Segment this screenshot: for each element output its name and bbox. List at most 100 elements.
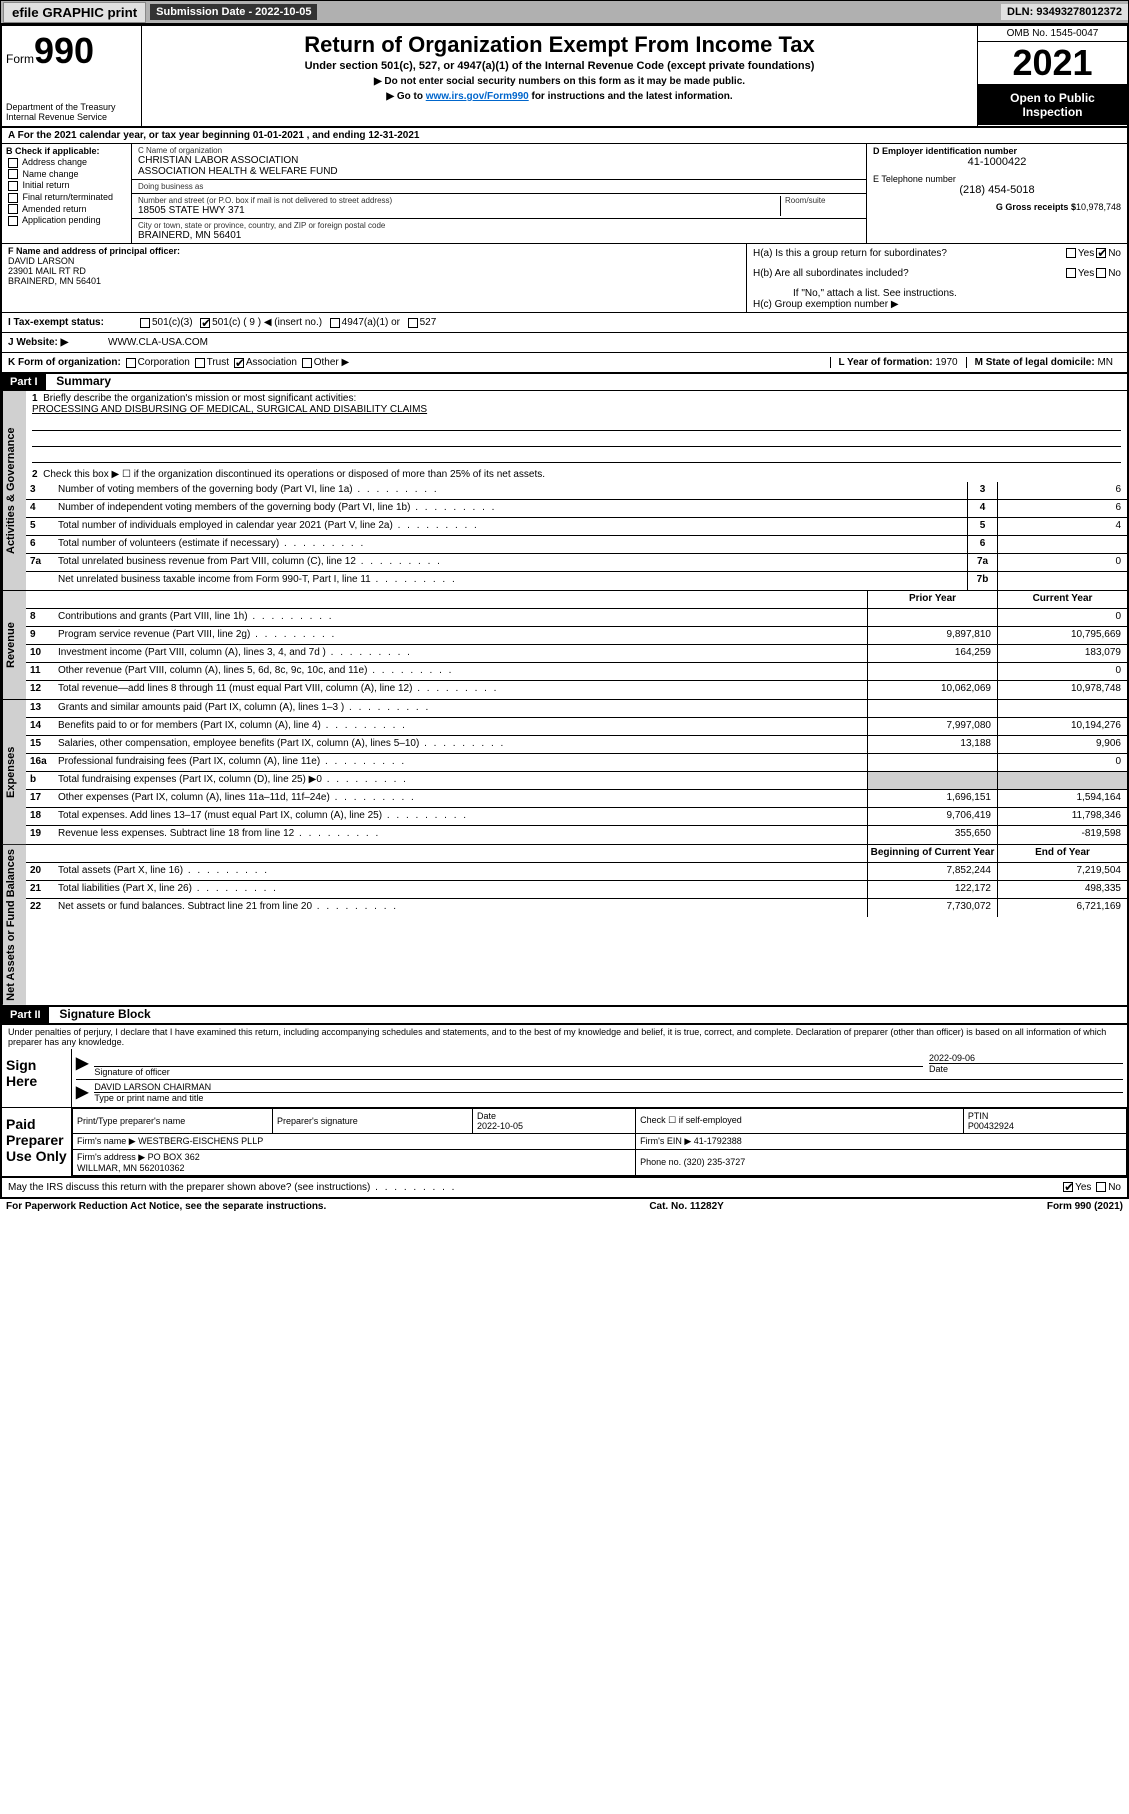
domicile-label: M State of legal domicile: [975, 357, 1095, 368]
paid-preparer-row: Paid Preparer Use Only Print/Type prepar… [2, 1108, 1127, 1178]
discuss-yes[interactable] [1063, 1182, 1073, 1192]
part1-revenue: Revenue Prior Year Current Year 8Contrib… [2, 591, 1127, 700]
chk-other[interactable] [302, 358, 312, 368]
efile-print-button[interactable]: efile GRAPHIC print [3, 2, 146, 23]
col-current-year: Current Year [997, 591, 1127, 608]
mission-value: PROCESSING AND DISBURSING OF MEDICAL, SU… [32, 404, 427, 415]
line-21: 21Total liabilities (Part X, line 26)122… [26, 881, 1127, 899]
org-name-cell: C Name of organization CHRISTIAN LABOR A… [132, 144, 866, 180]
discuss-row: May the IRS discuss this return with the… [2, 1178, 1127, 1197]
header-left: Form990 Department of the Treasury Inter… [2, 26, 142, 126]
gov-line-7a: 7aTotal unrelated business revenue from … [26, 554, 1127, 572]
dept-treasury: Department of the Treasury Internal Reve… [6, 102, 137, 122]
line-19: 19Revenue less expenses. Subtract line 1… [26, 826, 1127, 844]
firm-phone-cell: Phone no. (320) 235-3727 [636, 1149, 1127, 1175]
prep-sig-label: Preparer's signature [273, 1108, 473, 1133]
tel-section: E Telephone number (218) 454-5018 [873, 174, 1121, 196]
header-middle: Return of Organization Exempt From Incom… [142, 26, 977, 126]
chk-trust[interactable] [195, 358, 205, 368]
ptin-cell: PTINP00432924 [963, 1108, 1126, 1133]
chk-amended[interactable]: Amended return [6, 204, 127, 215]
chk-501c3[interactable] [140, 318, 150, 328]
irs-link[interactable]: www.irs.gov/Form990 [426, 91, 529, 102]
prep-self-employed[interactable]: Check ☐ if self-employed [636, 1108, 964, 1133]
org-name-label: C Name of organization [138, 146, 860, 155]
preparer-table: Print/Type preparer's name Preparer's si… [72, 1108, 1127, 1176]
gov-line-3: 3Number of voting members of the governi… [26, 482, 1127, 500]
org-name: CHRISTIAN LABOR ASSOCIATION ASSOCIATION … [138, 155, 860, 177]
hb-yes[interactable] [1066, 268, 1076, 278]
firm-addr-cell: Firm's address ▶ PO BOX 362 WILLMAR, MN … [73, 1149, 636, 1175]
chk-501c[interactable] [200, 318, 210, 328]
hb-no[interactable] [1096, 268, 1106, 278]
vtab-expenses: Expenses [2, 700, 26, 844]
website-value: WWW.CLA-USA.COM [108, 337, 208, 348]
gov-line-7b: Net unrelated business taxable income fr… [26, 572, 1127, 590]
line-1: 1 Briefly describe the organization's mi… [26, 391, 1127, 467]
line-22: 22Net assets or fund balances. Subtract … [26, 899, 1127, 917]
block-f-h: F Name and address of principal officer:… [2, 244, 1127, 313]
line-2: 2 Check this box ▶ ☐ if the organization… [26, 467, 1127, 482]
rev-header: Prior Year Current Year [26, 591, 1127, 609]
paid-preparer-body: Print/Type preparer's name Preparer's si… [72, 1108, 1127, 1176]
line-12: 12Total revenue—add lines 8 through 11 (… [26, 681, 1127, 699]
ein-section: D Employer identification number 41-1000… [873, 146, 1121, 168]
submission-date-label: Submission Date - 2022-10-05 [150, 4, 317, 20]
city-cell: City or town, state or province, country… [132, 219, 866, 243]
addr-cell: Number and street (or P.O. box if mail i… [132, 194, 866, 219]
chk-4947[interactable] [330, 318, 340, 328]
ein-value: 41-1000422 [873, 156, 1121, 168]
form-note-link: ▶ Go to www.irs.gov/Form990 for instruct… [150, 91, 969, 102]
addr-label: Number and street (or P.O. box if mail i… [138, 196, 780, 205]
page-footer: For Paperwork Reduction Act Notice, see … [0, 1199, 1129, 1214]
gov-line-6: 6Total number of volunteers (estimate if… [26, 536, 1127, 554]
chk-initial-return[interactable]: Initial return [6, 180, 127, 191]
discuss-no[interactable] [1096, 1182, 1106, 1192]
col-c-name-addr: C Name of organization CHRISTIAN LABOR A… [132, 144, 1127, 243]
year-formation: 1970 [935, 357, 957, 368]
hb-note: If "No," attach a list. See instructions… [753, 288, 1121, 299]
opt-corp: Corporation [138, 357, 190, 368]
chk-527[interactable] [408, 318, 418, 328]
link-post: for instructions and the latest informat… [529, 91, 733, 102]
row-j-website: J Website: ▶ WWW.CLA-USA.COM [2, 333, 1127, 353]
opt-trust: Trust [207, 357, 229, 368]
hc-text: H(c) Group exemption number ▶ [753, 299, 1121, 310]
line-10: 10Investment income (Part VIII, column (… [26, 645, 1127, 663]
opt-501c3: 501(c)(3) [152, 317, 193, 328]
room-label: Room/suite [785, 196, 860, 205]
mission-label: Briefly describe the organization's miss… [43, 393, 356, 404]
ha-yes[interactable] [1066, 248, 1076, 258]
prep-name-label: Print/Type preparer's name [73, 1108, 273, 1133]
gov-line-5: 5Total number of individuals employed in… [26, 518, 1127, 536]
chk-name-change[interactable]: Name change [6, 169, 127, 180]
sig-name-label: Type or print name and title [94, 1093, 1123, 1103]
line-9: 9Program service revenue (Part VIII, lin… [26, 627, 1127, 645]
part2-header-row: Part II Signature Block [2, 1007, 1127, 1023]
officer-name: DAVID LARSON [8, 256, 740, 266]
paid-preparer-label: Paid Preparer Use Only [2, 1108, 72, 1176]
sig-date-value: 2022-09-06 [929, 1053, 1123, 1064]
col-end: End of Year [997, 845, 1127, 862]
line-18: 18Total expenses. Add lines 13–17 (must … [26, 808, 1127, 826]
top-toolbar: efile GRAPHIC print Submission Date - 20… [0, 0, 1129, 24]
form-word: Form [6, 52, 34, 66]
chk-address-change[interactable]: Address change [6, 157, 127, 168]
footer-left: For Paperwork Reduction Act Notice, see … [6, 1201, 326, 1212]
city-value: BRAINERD, MN 56401 [138, 230, 860, 241]
header-right: OMB No. 1545-0047 2021 Open to Public In… [977, 26, 1127, 126]
signature-declaration: Under penalties of perjury, I declare th… [2, 1023, 1127, 1049]
opt-501c: 501(c) ( 9 ) ◀ (insert no.) [212, 317, 322, 328]
chk-application[interactable]: Application pending [6, 215, 127, 226]
row-i-tax-status: I Tax-exempt status: 501(c)(3) 501(c) ( … [2, 313, 1127, 333]
line-11: 11Other revenue (Part VIII, column (A), … [26, 663, 1127, 681]
part1-title: Summary [48, 372, 119, 390]
chk-final-return[interactable]: Final return/terminated [6, 192, 127, 203]
ha-no[interactable] [1096, 248, 1106, 258]
chk-assoc[interactable] [234, 358, 244, 368]
ha-line: H(a) Is this a group return for subordin… [753, 248, 1121, 266]
sign-here-row: Sign Here ▶ Signature of officer 2022-09… [2, 1049, 1127, 1108]
part1-governance: Activities & Governance 1 Briefly descri… [2, 391, 1127, 591]
chk-corp[interactable] [126, 358, 136, 368]
col-b-header: B Check if applicable: [6, 146, 127, 156]
